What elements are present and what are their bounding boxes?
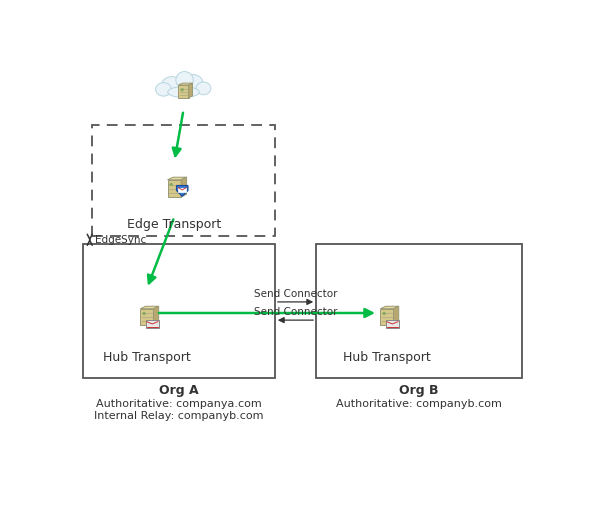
FancyBboxPatch shape — [178, 188, 186, 192]
Polygon shape — [178, 83, 192, 85]
Ellipse shape — [168, 87, 199, 98]
Polygon shape — [168, 177, 186, 180]
Ellipse shape — [196, 82, 211, 95]
Ellipse shape — [176, 71, 193, 88]
Circle shape — [142, 312, 146, 315]
Text: Send Connector: Send Connector — [254, 289, 337, 299]
Text: Edge Transport: Edge Transport — [127, 218, 221, 231]
Circle shape — [169, 183, 173, 186]
Bar — [83, 244, 275, 378]
FancyBboxPatch shape — [381, 309, 394, 325]
FancyBboxPatch shape — [140, 309, 153, 325]
Polygon shape — [176, 186, 188, 196]
Text: Org B: Org B — [399, 384, 439, 397]
Text: EdgeSync: EdgeSync — [95, 235, 146, 245]
Polygon shape — [381, 306, 399, 309]
FancyBboxPatch shape — [168, 180, 181, 197]
Polygon shape — [189, 83, 192, 98]
FancyBboxPatch shape — [386, 320, 399, 328]
Circle shape — [382, 312, 386, 315]
FancyBboxPatch shape — [146, 320, 159, 328]
Polygon shape — [394, 306, 399, 325]
Bar — [316, 244, 522, 378]
Text: Org A: Org A — [159, 384, 199, 397]
Text: Hub Transport: Hub Transport — [103, 351, 191, 363]
Text: Internal Relay: companyb.com: Internal Relay: companyb.com — [94, 411, 264, 421]
Polygon shape — [181, 177, 186, 197]
Ellipse shape — [156, 83, 172, 96]
Bar — [92, 125, 275, 236]
Text: Authoritative: companya.com: Authoritative: companya.com — [96, 399, 262, 409]
Text: Send Connector: Send Connector — [254, 307, 337, 317]
Ellipse shape — [162, 77, 182, 94]
Circle shape — [181, 88, 184, 91]
Text: Hub Transport: Hub Transport — [343, 351, 431, 363]
Text: Authoritative: companyb.com: Authoritative: companyb.com — [336, 399, 502, 409]
FancyBboxPatch shape — [178, 85, 189, 98]
Polygon shape — [153, 306, 159, 325]
Ellipse shape — [183, 75, 203, 92]
Polygon shape — [140, 306, 159, 309]
